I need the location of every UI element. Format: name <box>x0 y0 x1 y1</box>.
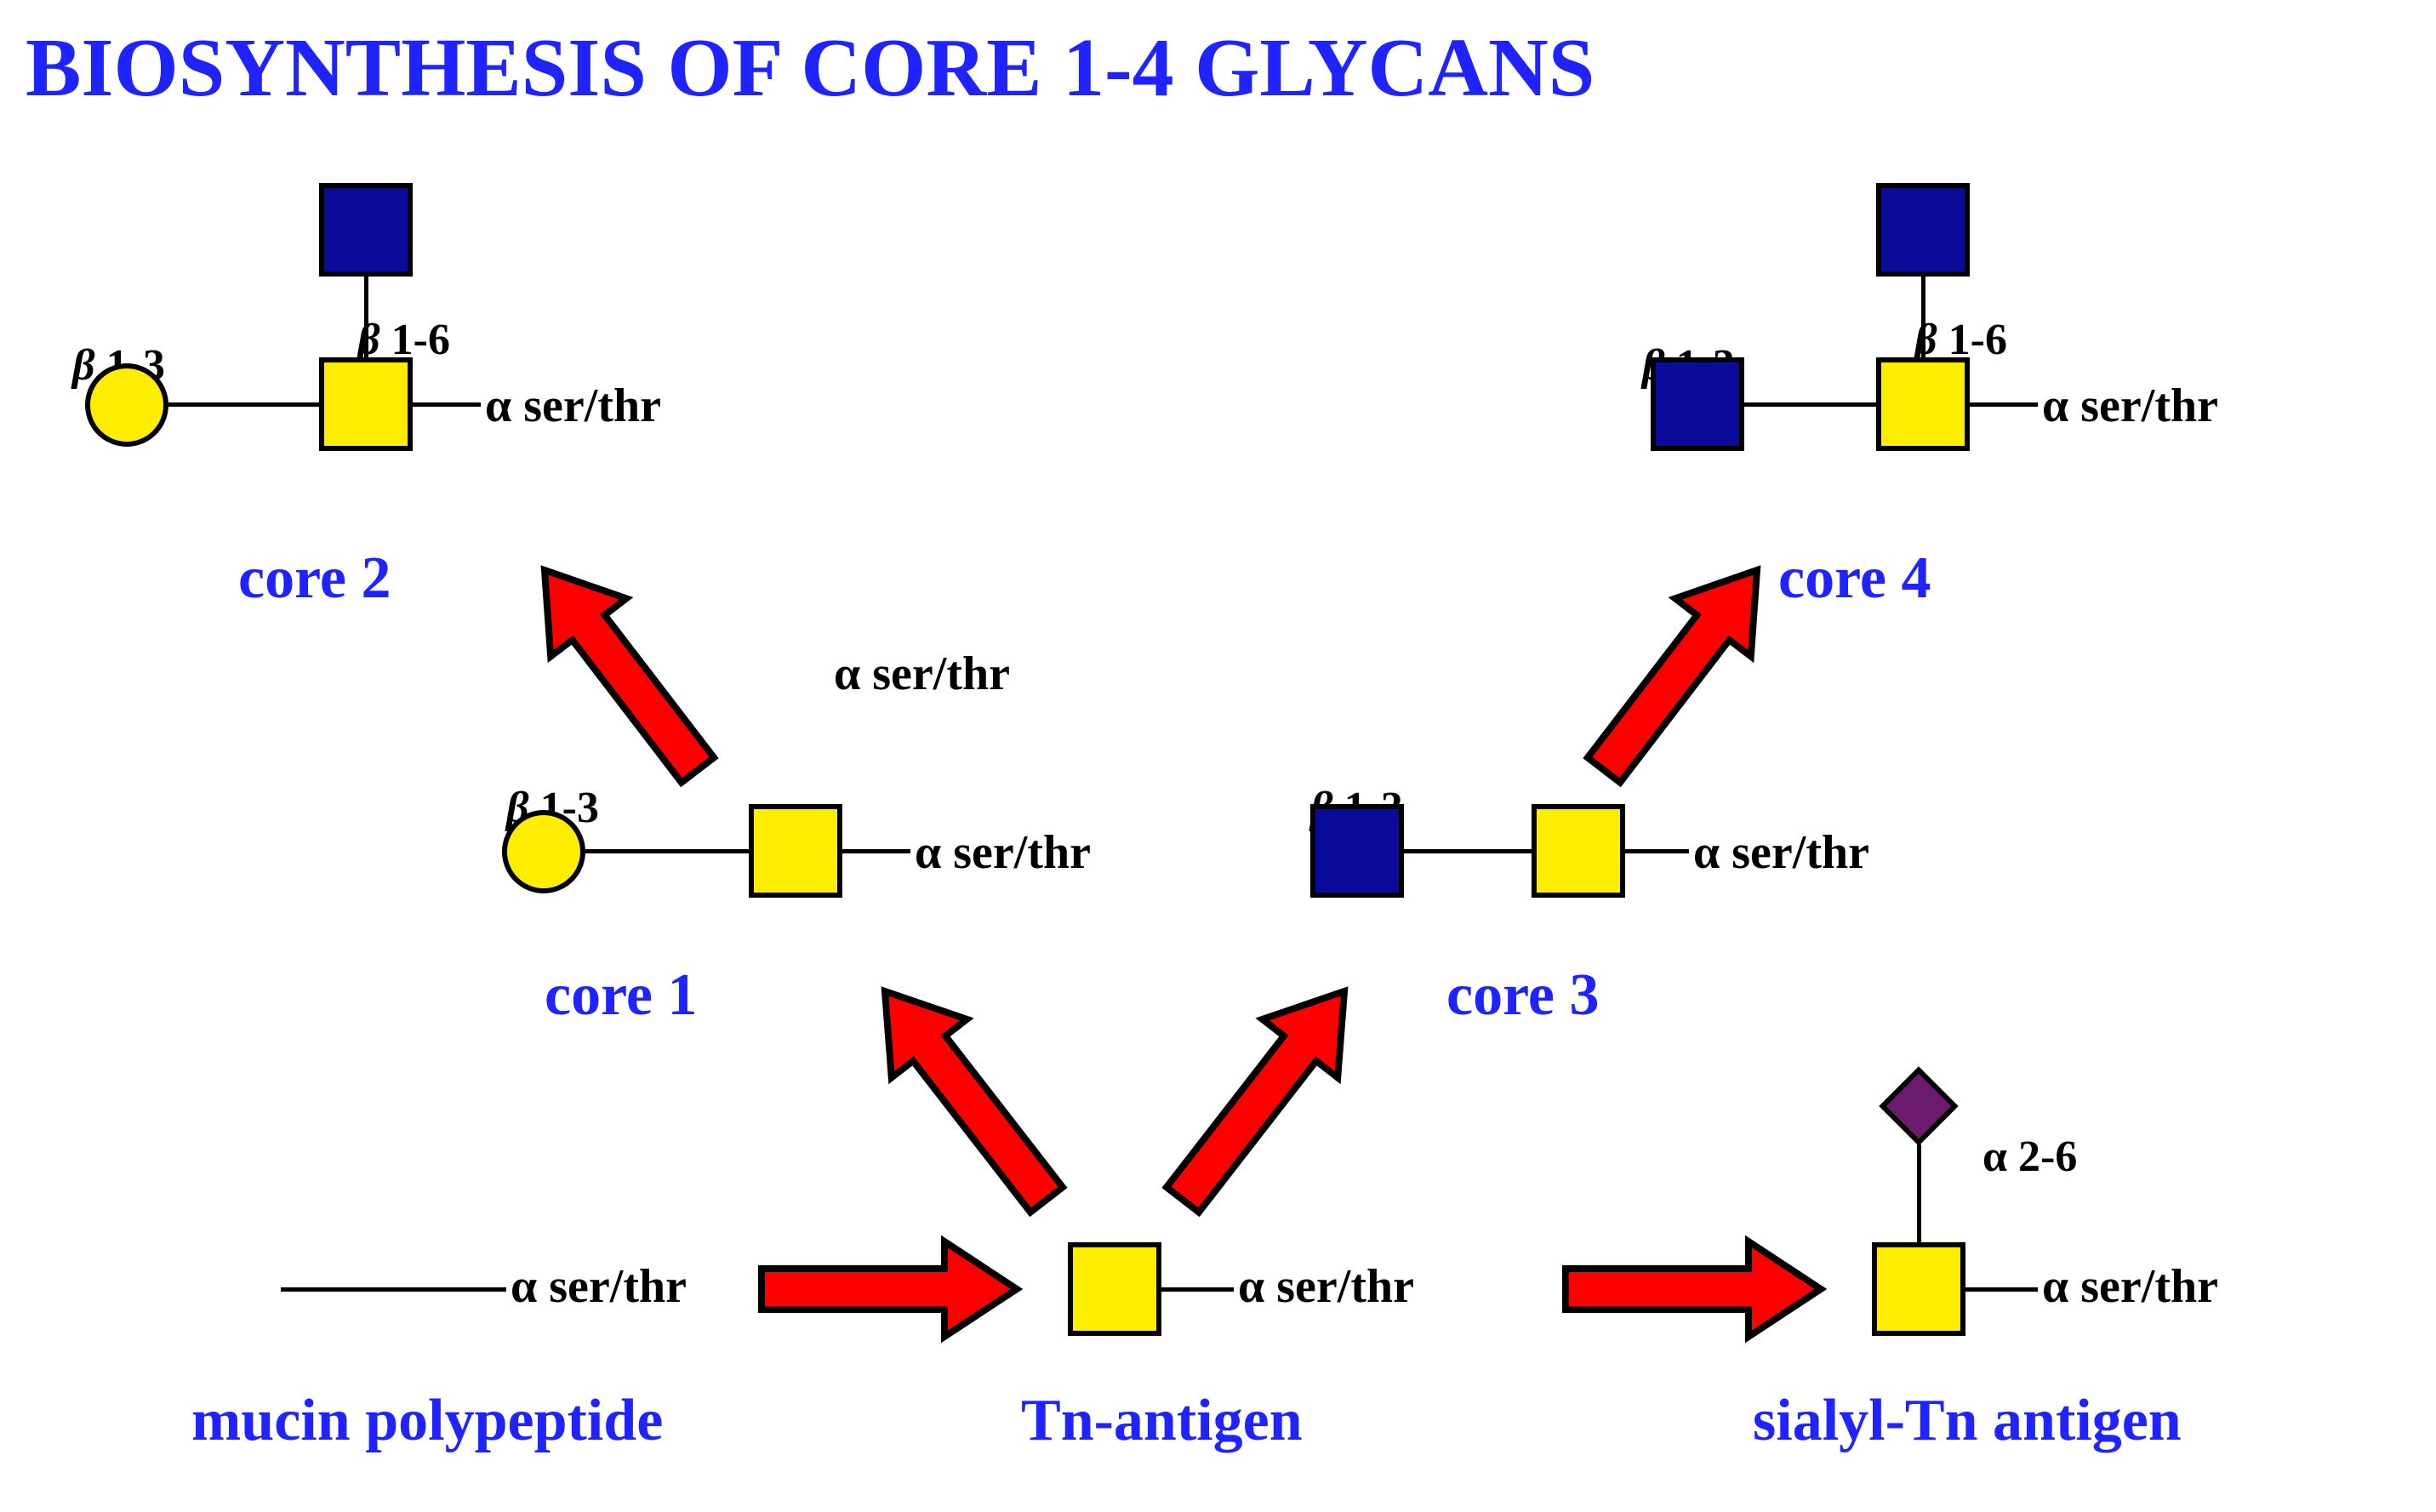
diagram-stage: BIOSYNTHESIS OF CORE 1-4 GLYCANS core 2 … <box>0 0 2436 1512</box>
ser-core3: α ser/thr <box>1693 825 1869 880</box>
label-core-1: core 1 <box>545 961 697 1030</box>
bond-sialyl-v <box>1917 1144 1921 1242</box>
arrow-mucin-to-tn <box>762 1241 1017 1337</box>
label-core-3: core 3 <box>1446 961 1599 1030</box>
glcnac-core4-top-icon <box>1876 183 1970 277</box>
label-mucin: mucin polypeptide <box>191 1387 663 1455</box>
arrow-core1-to-core2 <box>545 570 714 783</box>
bond-core3-l <box>1404 849 1532 853</box>
linkage-sialyl-a26: α 2-6 <box>1982 1132 2077 1182</box>
label-core-4: core 4 <box>1778 545 1931 613</box>
bond-core2-v <box>364 277 368 357</box>
ser-core1: α ser/thr <box>915 825 1091 880</box>
gal-core1-icon <box>502 810 585 893</box>
label-sialyl: sialyl-Tn antigen <box>1753 1387 2182 1455</box>
galnac-core3-icon <box>1532 804 1625 898</box>
galnac-sialyl-icon <box>1872 1242 1965 1336</box>
ser-core4: α ser/thr <box>2042 379 2218 433</box>
bond-core1-l <box>585 849 749 853</box>
sialic-acid-diamond-icon <box>1883 1070 1955 1143</box>
ser-mucin: α ser/thr <box>511 1259 687 1314</box>
ser-tn: α ser/thr <box>1238 1259 1414 1314</box>
arrow-tn-to-core1 <box>885 991 1063 1212</box>
bond-core1-r <box>842 849 910 853</box>
bond-core4-v <box>1921 277 1925 357</box>
arrow-tn-to-core3 <box>1167 991 1344 1212</box>
gal-core2-icon <box>85 363 168 447</box>
galnac-core1-icon <box>749 804 842 898</box>
bond-mucin <box>281 1287 506 1292</box>
label-tn: Tn-antigen <box>1021 1387 1303 1455</box>
bond-core2-r <box>413 402 481 407</box>
ser-core2: α ser/thr <box>485 379 661 433</box>
bond-tn <box>1161 1287 1234 1292</box>
bond-core4-l <box>1744 402 1876 407</box>
arrow-core3-to-core4 <box>1588 570 1757 783</box>
bond-core3-r <box>1625 849 1689 853</box>
galnac-core4-icon <box>1876 357 1970 451</box>
glcnac-core4-left-icon <box>1651 357 1744 451</box>
diagram-title: BIOSYNTHESIS OF CORE 1-4 GLYCANS <box>26 20 1595 116</box>
bond-sialyl-h <box>1965 1287 2038 1292</box>
glcnac-core2-icon <box>319 183 413 277</box>
glcnac-core3-icon <box>1310 804 1404 898</box>
bond-core4-r <box>1970 402 2038 407</box>
ser-sialyl: α ser/thr <box>2042 1259 2218 1314</box>
galnac-tn-icon <box>1068 1242 1161 1336</box>
galnac-core2-icon <box>319 357 413 451</box>
label-core-2: core 2 <box>238 545 391 613</box>
arrow-tn-to-sialyl <box>1566 1241 1821 1337</box>
bond-core2-l <box>168 402 319 407</box>
ser-free: α ser/thr <box>834 647 1010 701</box>
